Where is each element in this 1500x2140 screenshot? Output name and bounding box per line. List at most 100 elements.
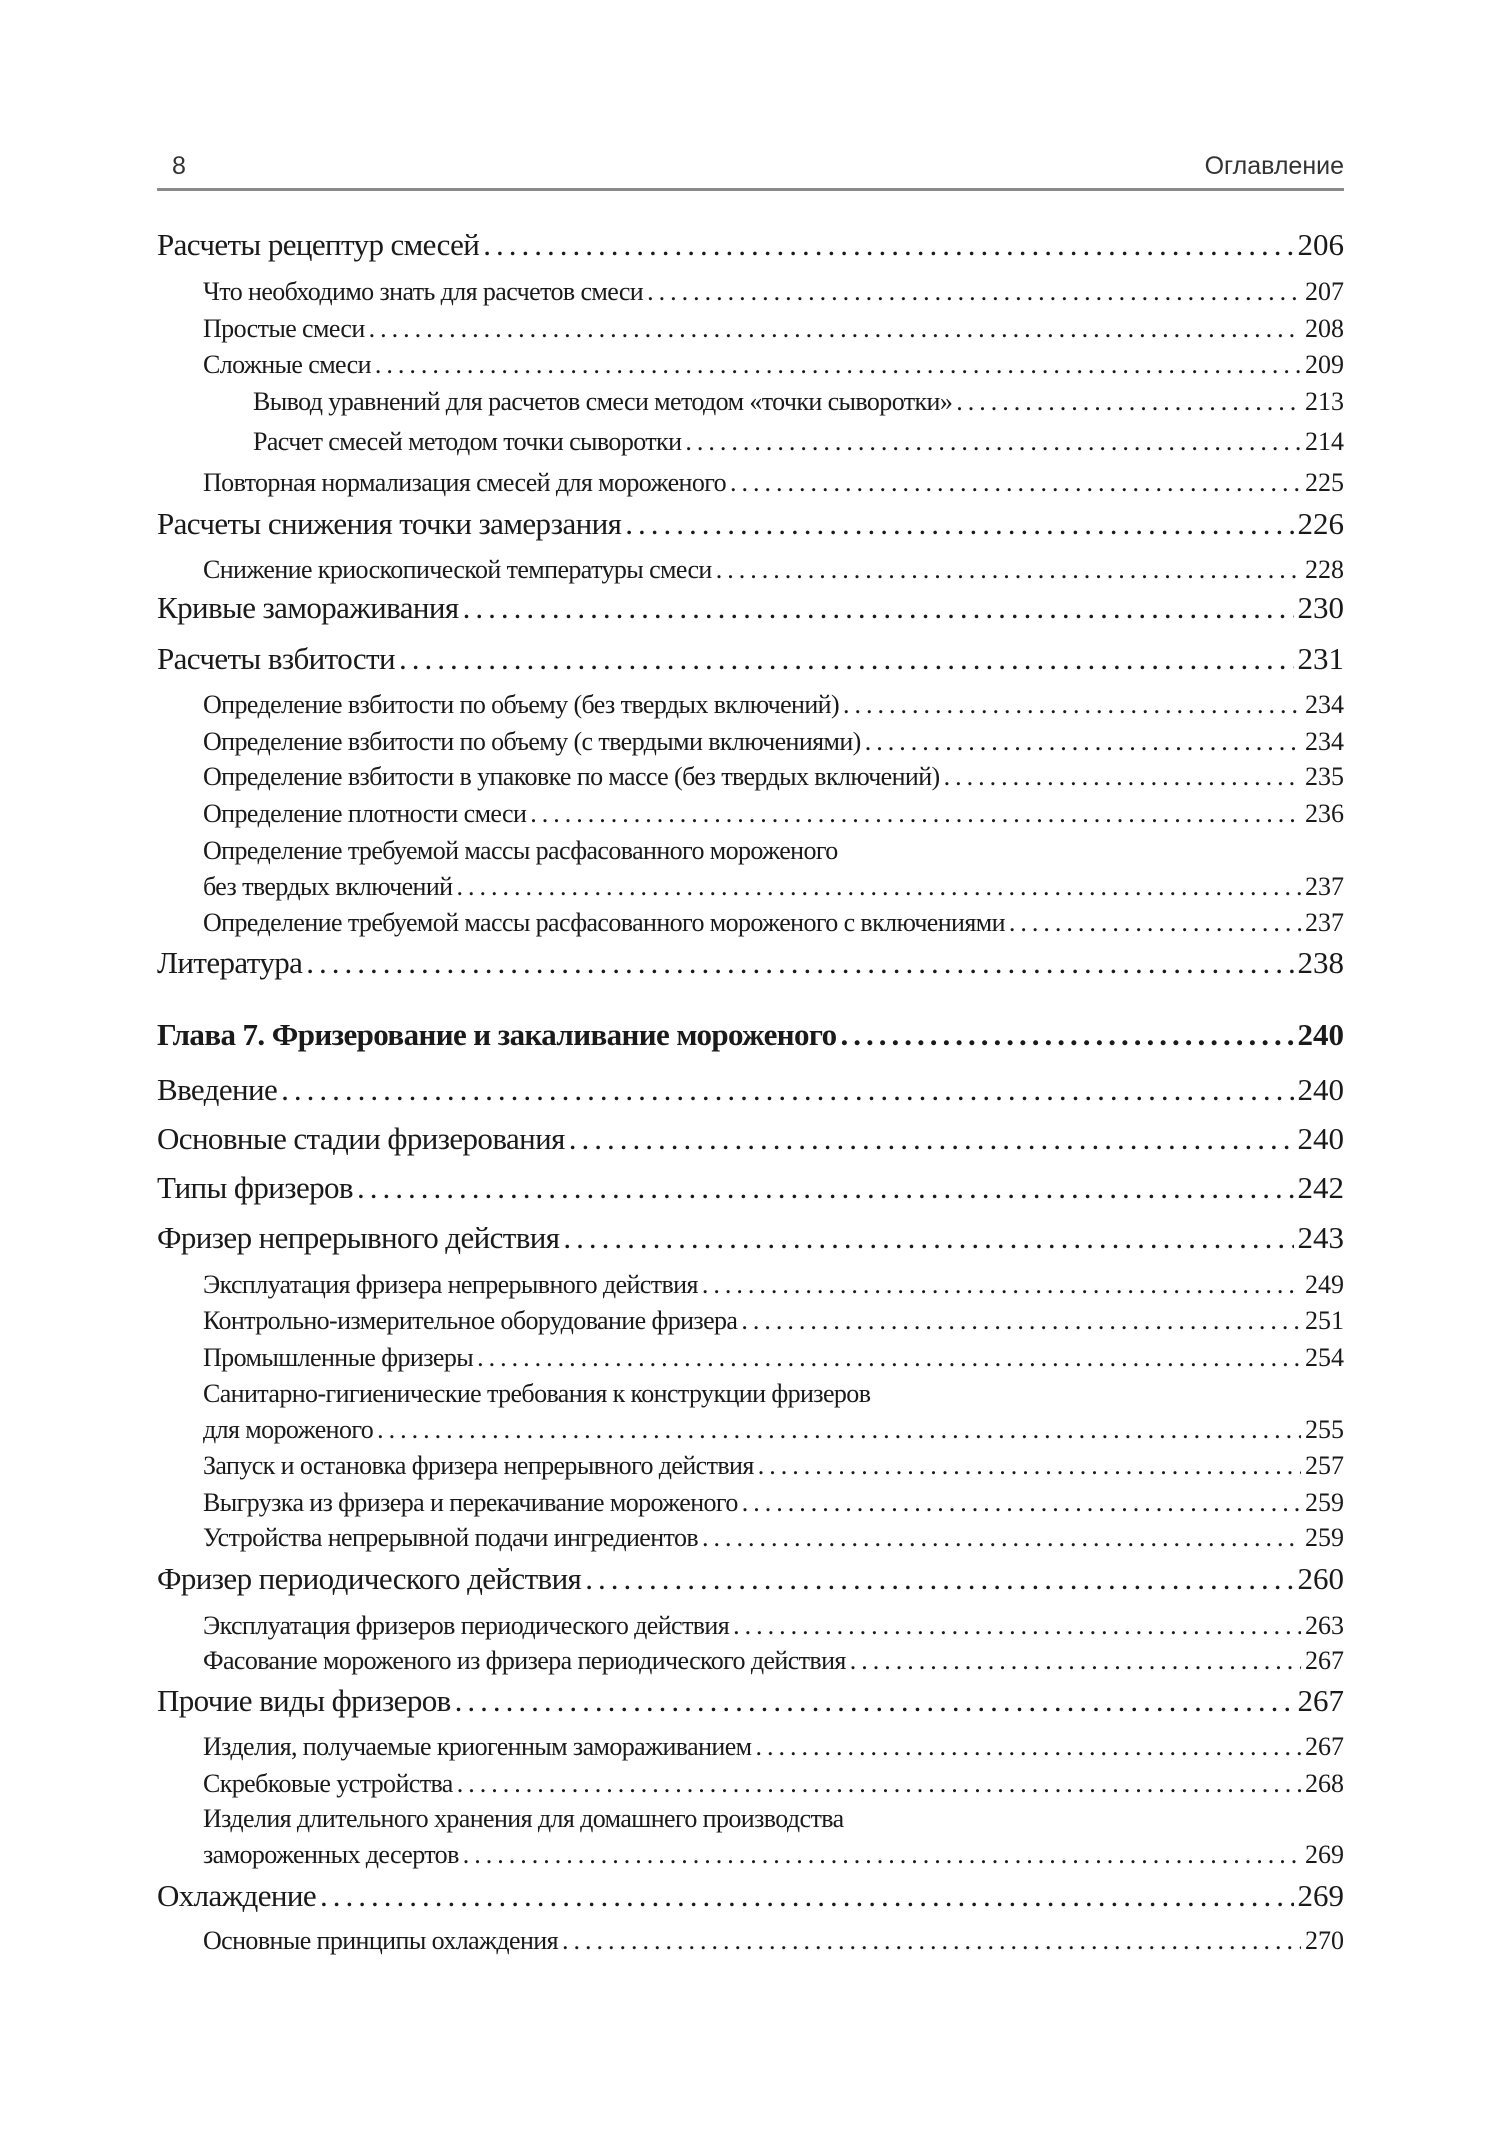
toc-entry[interactable]: Скребковые устройства...................… <box>157 1766 1344 1802</box>
page-ref: 267 <box>1305 1645 1344 1675</box>
toc-entry[interactable]: Охлаждение..............................… <box>157 1878 1344 1914</box>
toc-entry[interactable]: Литература..............................… <box>157 945 1344 981</box>
page-ref: 269 <box>1305 1840 1344 1870</box>
entry-title: Введение <box>157 1071 278 1107</box>
page-ref: 263 <box>1305 1610 1344 1640</box>
page-ref: 235 <box>1305 762 1344 792</box>
leader-dots: ........................................… <box>685 426 1301 456</box>
entry-title: Основные принципы охлаждения <box>203 1925 559 1955</box>
leader-dots: ........................................… <box>456 1768 1301 1798</box>
page-ref: 242 <box>1297 1169 1345 1205</box>
leader-dots: ........................................… <box>956 387 1301 417</box>
leader-dots: ........................................… <box>701 1269 1301 1299</box>
page-ref: 267 <box>1305 1731 1344 1761</box>
leader-dots: ........................................… <box>398 640 1294 676</box>
toc-entry[interactable]: Основные принципы охлаждения............… <box>157 1923 1344 1959</box>
toc-entry[interactable]: Санитарно-гигиенические требования к кон… <box>157 1376 1344 1448</box>
page-ref: 249 <box>1305 1269 1344 1299</box>
header-rule <box>157 188 1344 191</box>
toc-entry[interactable]: Изделия, получаемые криогенным заморажив… <box>157 1729 1344 1765</box>
toc-entry[interactable]: Определение взбитости в упаковке по масс… <box>157 759 1344 795</box>
toc-entry[interactable]: Устройства непрерывной подачи ингредиент… <box>157 1520 1344 1556</box>
toc-entry[interactable]: Расчеты взбитости.......................… <box>157 641 1344 677</box>
page-ref: 208 <box>1305 313 1344 343</box>
entry-title: Фризер периодического действия <box>157 1561 582 1597</box>
toc-entry[interactable]: Фасование мороженого из фризера периодич… <box>157 1643 1344 1679</box>
toc-entry[interactable]: Фризер непрерывного действия............… <box>157 1220 1344 1256</box>
leader-dots: ........................................… <box>568 1120 1294 1156</box>
entry-title: Изделия, получаемые криогенным заморажив… <box>203 1731 752 1761</box>
entry-title: Прочие виды фризеров <box>157 1682 451 1718</box>
toc-entry[interactable]: Эксплуатация фризеров периодического дей… <box>157 1608 1344 1644</box>
page-ref: 207 <box>1305 276 1344 306</box>
leader-dots: ........................................… <box>563 1220 1293 1256</box>
page-ref: 226 <box>1297 505 1345 541</box>
entry-title: Санитарно-гигиенические требования к кон… <box>203 1378 871 1408</box>
leader-dots: ........................................… <box>702 1523 1301 1553</box>
leader-dots: ........................................… <box>477 1343 1301 1373</box>
toc-entry[interactable]: Основные стадии фризерования............… <box>157 1121 1344 1157</box>
toc-entry[interactable]: Повторная нормализация смесей для мороже… <box>157 465 1344 501</box>
toc-entry[interactable]: Прочие виды фризеров....................… <box>157 1683 1344 1719</box>
toc-entry[interactable]: Определение плотности смеси.............… <box>157 796 1344 832</box>
toc-entry[interactable]: Снижение криоскопической температуры сме… <box>157 552 1344 588</box>
leader-dots: ........................................… <box>757 1450 1301 1480</box>
toc-entry[interactable]: Определение требуемой массы расфасованно… <box>157 905 1344 941</box>
leader-dots: ........................................… <box>483 227 1293 263</box>
page-ref: 230 <box>1297 590 1345 626</box>
toc-entry[interactable]: Расчеты снижения точки замерзания.......… <box>157 506 1344 542</box>
toc-entry[interactable]: Контрольно-измерительное оборудование фр… <box>157 1303 1344 1339</box>
page-ref: 236 <box>1305 799 1344 829</box>
toc-entry[interactable]: Эксплуатация фризера непрерывного действ… <box>157 1267 1344 1303</box>
leader-dots: ........................................… <box>741 1306 1301 1336</box>
entry-title: Типы фризеров <box>157 1169 354 1205</box>
toc-entry[interactable]: Расчет смесей методом точки сыворотки...… <box>157 424 1344 460</box>
toc-entry[interactable]: Промышленные фризеры....................… <box>157 1340 1344 1376</box>
toc-entry[interactable]: Расчеты рецептур смесей.................… <box>157 227 1344 263</box>
toc-entry[interactable]: Сложные смеси...........................… <box>157 347 1344 383</box>
toc-entry[interactable]: Определение взбитости по объему (без тве… <box>157 687 1344 723</box>
entry-title: Эксплуатация фризеров периодического дей… <box>203 1610 730 1640</box>
leader-dots: ........................................… <box>462 590 1294 626</box>
entry-title: Определение требуемой массы расфасованно… <box>203 835 838 865</box>
chapter-heading[interactable]: Глава 7. Фризерование и закаливание моро… <box>157 1017 1344 1053</box>
page-ref: 260 <box>1297 1561 1345 1597</box>
leader-dots: ........................................… <box>741 1487 1301 1517</box>
toc-entry[interactable]: Кривые замораживания....................… <box>157 590 1344 626</box>
toc-entry[interactable]: Фризер периодического действия..........… <box>157 1561 1344 1597</box>
page-ref: 259 <box>1305 1487 1344 1517</box>
page-ref: 209 <box>1305 350 1344 380</box>
entry-title: Вывод уравнений для расчетов смеси метод… <box>253 387 953 417</box>
toc-entry[interactable]: Выгрузка из фризера и перекачивание моро… <box>157 1485 1344 1521</box>
page-ref: 231 <box>1297 640 1345 676</box>
toc-entry[interactable]: Что необходимо знать для расчетов смеси.… <box>157 274 1344 310</box>
entry-title: Простые смеси <box>203 313 365 343</box>
page-ref: 240 <box>1297 1120 1345 1156</box>
toc-entry[interactable]: Типы фризеров...........................… <box>157 1170 1344 1206</box>
page-ref: 213 <box>1305 387 1344 417</box>
leader-dots: ........................................… <box>715 555 1301 585</box>
entry-title: для мороженого <box>203 1414 374 1444</box>
page-ref: 243 <box>1297 1220 1345 1256</box>
leader-dots: ........................................… <box>320 1877 1293 1913</box>
page-number: 8 <box>172 152 186 180</box>
toc-entry[interactable]: Запуск и остановка фризера непрерывного … <box>157 1448 1344 1484</box>
entry-title: Выгрузка из фризера и перекачивание моро… <box>203 1487 738 1517</box>
running-title: Оглавление <box>1204 152 1344 180</box>
page-ref: 214 <box>1305 426 1344 456</box>
entry-title: Что необходимо знать для расчетов смеси <box>203 276 644 306</box>
leader-dots: ........................................… <box>306 944 1293 980</box>
leader-dots: ........................................… <box>849 1645 1301 1675</box>
page-ref: 267 <box>1297 1682 1345 1718</box>
toc-entry[interactable]: Изделия длительного хранения для домашне… <box>157 1801 1344 1873</box>
page-ref: 234 <box>1305 726 1344 756</box>
toc-entry[interactable]: Определение взбитости по объему (с тверд… <box>157 724 1344 760</box>
toc-entry[interactable]: Введение................................… <box>157 1072 1344 1108</box>
entry-title: замороженных десертов <box>203 1840 459 1870</box>
toc-entry[interactable]: Вывод уравнений для расчетов смеси метод… <box>157 384 1344 420</box>
toc-entry[interactable]: Простые смеси...........................… <box>157 311 1344 347</box>
entry-title: Расчет смесей методом точки сыворотки <box>253 426 682 456</box>
entry-title: Изделия длительного хранения для домашне… <box>203 1804 844 1834</box>
page-ref: 228 <box>1305 555 1344 585</box>
toc-entry[interactable]: Определение требуемой массы расфасованно… <box>157 833 1344 905</box>
